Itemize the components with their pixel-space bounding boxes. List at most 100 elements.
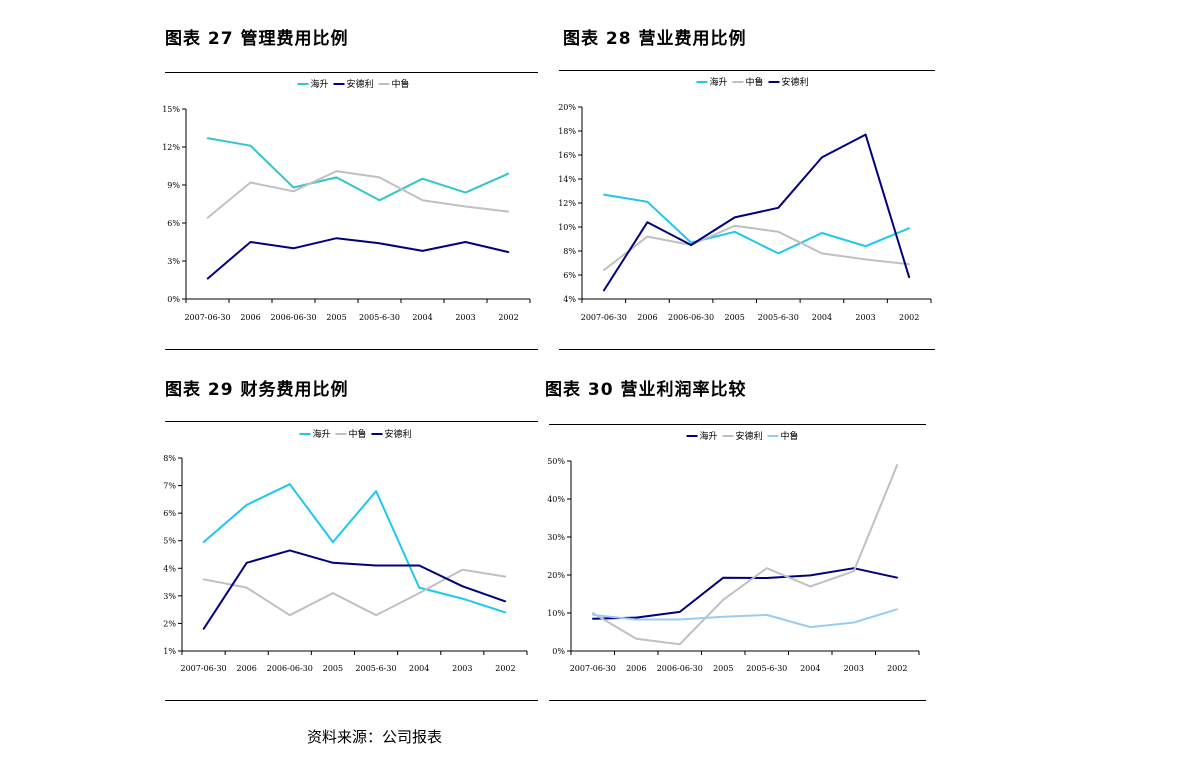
data-point [821,232,823,234]
x-tick-label: 2005 [323,664,343,673]
y-tick-label: 10% [558,223,576,232]
x-tick-label: 2007-06-30 [570,664,616,673]
data-point [777,231,780,233]
y-tick-label: 4% [163,564,176,573]
y-tick-label: 2% [163,619,176,628]
series-line [206,170,509,219]
data-point [646,201,649,203]
data-point [504,611,507,614]
series-line [202,483,506,614]
data-point [249,241,252,243]
data-point [603,193,605,196]
source-note: 资料来源：公司报表 [307,728,443,746]
data-point [332,592,334,594]
x-tick-label: 2006 [237,664,257,673]
y-tick-label: 30% [547,533,565,542]
series-line [603,224,910,271]
x-tick-label: 2004 [412,313,432,322]
legend-label: 安德利 [736,430,763,442]
legend-label: 安德利 [347,78,374,90]
y-tick-label: 12% [162,143,180,152]
data-point [202,541,205,543]
data-point [464,191,467,194]
y-tick-label: 18% [558,127,576,136]
x-tick-label: 2003 [455,313,475,322]
y-tick-label: 6% [163,509,176,518]
data-point [733,225,736,227]
figure-30-title: 图表 30 营业利润率比较 [545,380,747,400]
figure-29-bottom-rule [165,700,538,701]
series-line [602,133,911,292]
x-tick-label: 2006 [626,664,646,673]
data-point [908,276,910,279]
data-point [464,241,467,243]
data-point [603,269,605,272]
data-point [202,578,205,581]
figure-27-title: 图表 27 管理费用比例 [165,29,349,49]
data-point [289,614,291,616]
data-point [777,207,780,209]
y-tick-label: 8% [563,247,576,256]
x-tick-label: 2003 [452,664,472,673]
x-tick-label: 2007-06-30 [184,313,230,322]
y-tick-label: 7% [163,482,176,491]
x-tick-label: 2003 [844,664,864,673]
data-point [332,541,334,543]
y-tick-label: 16% [558,151,576,160]
data-point [821,252,823,255]
figure-27-top-rule [165,72,538,73]
series-line [202,549,506,630]
data-point [335,176,338,179]
data-point [335,170,338,172]
data-point [461,585,464,588]
data-point [378,176,381,179]
data-point [206,217,209,219]
data-point [646,221,649,223]
x-tick-label: 2002 [887,664,907,673]
y-tick-label: 3% [163,592,176,601]
data-point [378,199,381,201]
series-line [603,193,910,255]
data-point [678,611,681,613]
data-point [507,210,510,213]
data-point [635,616,638,619]
data-point [507,172,510,175]
figure-29-top-rule [165,421,538,422]
data-point [765,567,768,569]
y-tick-label: 6% [167,219,180,228]
x-tick-label: 2005-6-30 [758,313,799,322]
x-tick-label: 2002 [495,664,515,673]
legend-label: 中鲁 [349,428,367,440]
data-point [733,231,736,233]
data-point [852,570,855,572]
y-tick-label: 4% [563,295,576,304]
figure-27-bottom-rule [165,349,538,350]
legend-label: 海升 [710,76,728,88]
x-tick-label: 2002 [498,313,518,322]
y-tick-label: 15% [162,105,180,114]
data-point [245,586,248,589]
y-tick-label: 12% [558,199,576,208]
data-point [809,585,812,588]
y-tick-label: 0% [552,647,565,656]
x-tick-label: 2005 [326,313,346,322]
data-point [464,205,467,208]
x-tick-label: 2006-06-30 [270,313,316,322]
data-point [249,181,252,184]
data-point [375,564,377,567]
data-point [809,574,812,577]
x-tick-label: 2005 [725,313,745,322]
legend-label: 中鲁 [746,76,764,88]
x-tick-label: 2004 [409,664,429,673]
x-tick-label: 2007-06-30 [581,313,627,322]
x-tick-label: 2004 [812,313,832,322]
x-tick-label: 2004 [800,664,820,673]
data-point [206,277,209,280]
data-point [896,576,899,579]
data-point [292,190,295,193]
data-point [289,483,291,485]
data-point [507,251,510,253]
data-point [777,252,780,255]
